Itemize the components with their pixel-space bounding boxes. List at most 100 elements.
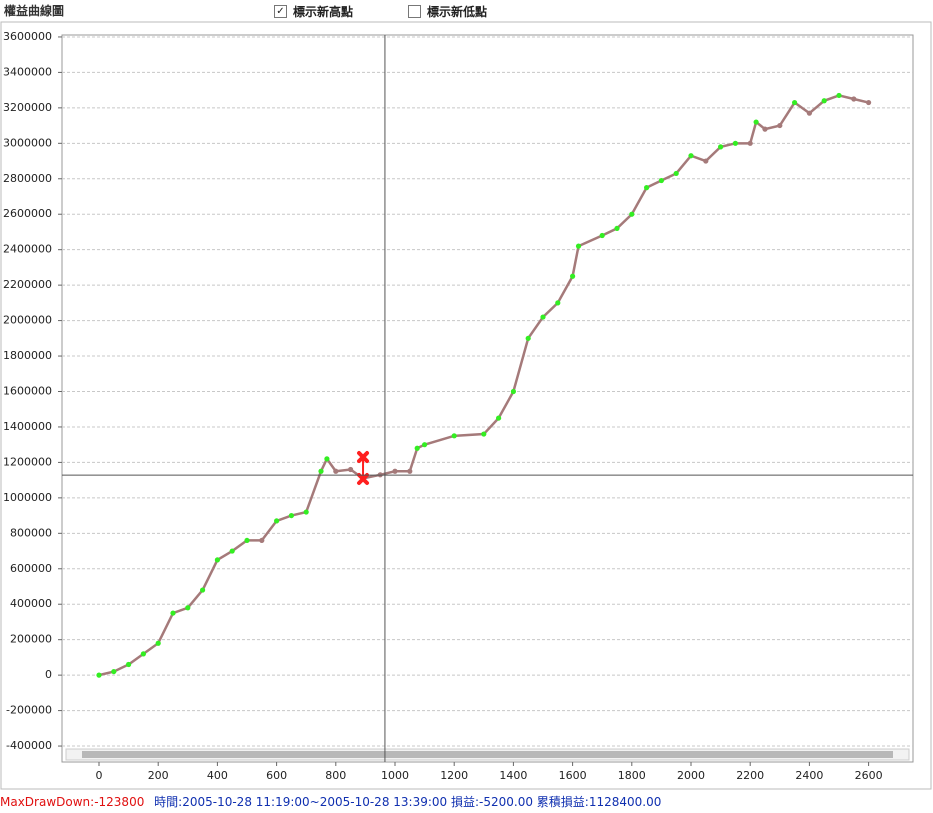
x-tick-label: 1600 <box>559 769 587 782</box>
equity-point <box>259 537 265 544</box>
y-tick-label: 2200000 <box>3 278 52 291</box>
y-tick-label: 600000 <box>10 562 52 575</box>
equity-point <box>718 144 724 150</box>
equity-point <box>288 512 294 519</box>
equity-point <box>333 468 339 474</box>
equity-point <box>821 98 827 104</box>
equity-point <box>414 445 420 451</box>
equity-point <box>525 335 531 341</box>
x-tick-label: 1400 <box>499 769 527 782</box>
equity-point <box>229 548 235 554</box>
equity-point <box>126 661 132 668</box>
equity-point <box>673 170 679 177</box>
equity-point <box>274 518 280 524</box>
equity-point <box>614 225 620 232</box>
status-detail: 時間:2005-10-28 11:19:00~2005-10-28 13:39:… <box>154 795 662 809</box>
equity-point <box>806 110 813 116</box>
x-tick-label: 200 <box>148 769 169 782</box>
equity-point <box>392 468 398 474</box>
x-tick-label: 2600 <box>855 769 883 782</box>
y-tick-label: 2000000 <box>3 314 52 327</box>
y-tick-label: 200000 <box>10 633 52 646</box>
equity-point <box>792 99 798 106</box>
checkbox-new-high[interactable]: ✓ 標示新高點 <box>274 3 353 20</box>
equity-point <box>96 672 102 678</box>
equity-point <box>629 211 635 217</box>
equity-point <box>658 177 665 184</box>
equity-point <box>777 122 783 129</box>
y-tick-label: 0 <box>45 668 52 681</box>
checkbox-label[interactable]: 標示新低點 <box>427 5 488 19</box>
equity-point <box>747 140 753 146</box>
x-tick-label: 1200 <box>440 769 468 782</box>
x-tick-label: 400 <box>207 769 228 782</box>
x-tick-label: 2000 <box>677 769 705 782</box>
y-tick-label: 2400000 <box>3 243 52 256</box>
equity-point <box>762 126 768 132</box>
equity-point <box>214 557 220 563</box>
y-tick-label: 1600000 <box>3 384 52 397</box>
y-tick-label: 1800000 <box>3 349 52 362</box>
equity-point <box>451 433 457 439</box>
equity-point <box>170 610 176 616</box>
x-tick-label: 2200 <box>736 769 764 782</box>
max-drawdown-text: MaxDrawDown:-123800 <box>0 795 145 809</box>
equity-point <box>481 431 487 437</box>
drawdown-marker <box>357 451 370 464</box>
equity-point <box>555 300 561 306</box>
checkbox-new-low[interactable]: 標示新低點 <box>408 3 487 20</box>
equity-point <box>324 456 330 462</box>
equity-point <box>599 232 605 239</box>
equity-point <box>836 92 842 99</box>
x-tick-label: 800 <box>325 769 346 782</box>
equity-point <box>703 158 709 164</box>
equity-point <box>422 442 428 448</box>
equity-point <box>111 668 117 675</box>
equity-point <box>688 153 694 159</box>
y-tick-label: 800000 <box>10 526 52 539</box>
equity-point <box>540 314 546 320</box>
y-tick-label: 2800000 <box>3 172 52 185</box>
x-tick-label: 1800 <box>618 769 646 782</box>
y-tick-label: 1000000 <box>3 491 52 504</box>
equity-point <box>185 605 191 611</box>
equity-point <box>570 273 576 279</box>
equity-point <box>753 119 759 125</box>
checkbox-label[interactable]: 標示新高點 <box>293 5 354 19</box>
equity-point <box>575 243 582 249</box>
equity-point <box>348 466 354 473</box>
x-tick-label: 600 <box>266 769 287 782</box>
equity-point <box>496 415 502 421</box>
plot-area <box>61 34 914 763</box>
equity-line <box>98 94 869 677</box>
y-tick-label: 3000000 <box>3 136 52 149</box>
chart: -400000 -200000 0 200000 400000 600000 800000 1… <box>0 21 932 790</box>
checkbox-box[interactable] <box>408 5 421 18</box>
y-tick-label: -400000 <box>6 739 52 752</box>
y-tick-label: 400000 <box>10 597 52 610</box>
status-bar: MaxDrawDown:-123800 時間:2005-10-28 11:19:… <box>0 793 661 810</box>
y-tick-label: 3200000 <box>3 101 52 114</box>
x-tick-label: 2400 <box>795 769 823 782</box>
equity-point <box>244 537 250 544</box>
x-tick-label: 1000 <box>381 769 409 782</box>
equity-point <box>303 509 309 515</box>
y-tick-label: 2600000 <box>3 207 52 220</box>
equity-point <box>407 468 413 474</box>
x-tick-label: 0 <box>96 769 103 782</box>
scrollbar-thumb <box>82 751 893 758</box>
equity-point <box>510 388 516 395</box>
y-tick-label: 3400000 <box>3 65 52 78</box>
window-title: 權益曲線圖 <box>4 4 65 18</box>
drawdown-marker <box>357 473 370 485</box>
equity-point <box>318 468 324 474</box>
equity-point <box>200 587 206 593</box>
y-tick-label: 3600000 <box>3 30 52 43</box>
y-tick-label: 1200000 <box>3 455 52 468</box>
equity-point <box>732 140 739 146</box>
equity-point <box>866 99 872 106</box>
y-tick-label: 1400000 <box>3 420 52 433</box>
checkbox-box[interactable]: ✓ <box>274 5 287 18</box>
equity-point <box>155 640 161 646</box>
